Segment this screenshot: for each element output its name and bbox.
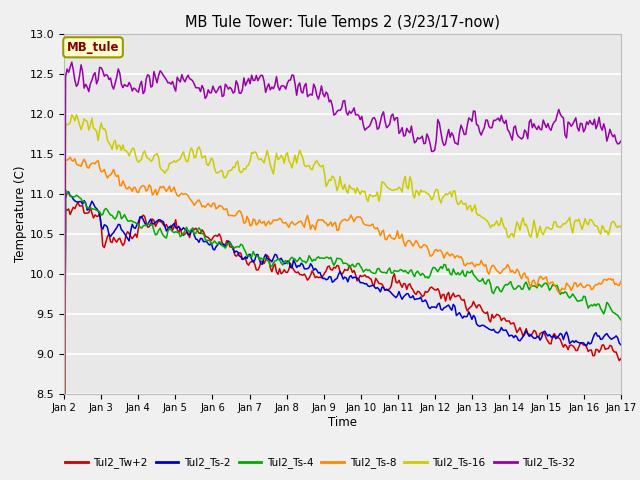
Tul2_Ts-32	[68, 59, 76, 65]
Line: Tul2_Ts-2: Tul2_Ts-2	[64, 192, 621, 480]
Tul2_Ts-16	[617, 224, 625, 230]
Tul2_Ts-32	[255, 75, 263, 81]
Line: Tul2_Ts-16: Tul2_Ts-16	[64, 115, 621, 480]
Tul2_Ts-16	[246, 158, 254, 164]
Tul2_Ts-16	[588, 217, 595, 223]
Tul2_Ts-16	[72, 112, 80, 118]
Tul2_Ts-16	[228, 168, 236, 173]
Tul2_Ts-32	[588, 120, 595, 126]
Tul2_Ts-2	[130, 225, 138, 230]
Tul2_Ts-32	[246, 81, 254, 86]
Line: Tul2_Ts-8: Tul2_Ts-8	[64, 157, 621, 480]
Tul2_Tw+2	[617, 356, 625, 361]
Line: Tul2_Tw+2: Tul2_Tw+2	[64, 202, 621, 480]
Tul2_Ts-8	[67, 155, 74, 160]
Tul2_Ts-8	[617, 278, 625, 284]
Tul2_Ts-8	[130, 184, 138, 190]
Tul2_Ts-2	[617, 342, 625, 348]
Tul2_Ts-8	[228, 213, 236, 218]
Tul2_Ts-4	[61, 187, 69, 193]
Tul2_Ts-2	[255, 257, 263, 263]
Tul2_Ts-16	[130, 145, 138, 151]
Legend: Tul2_Tw+2, Tul2_Ts-2, Tul2_Ts-4, Tul2_Ts-8, Tul2_Ts-16, Tul2_Ts-32: Tul2_Tw+2, Tul2_Ts-2, Tul2_Ts-4, Tul2_Ts…	[61, 453, 579, 472]
Tul2_Ts-8	[246, 223, 254, 229]
Tul2_Ts-16	[305, 163, 313, 168]
X-axis label: Time: Time	[328, 416, 357, 429]
Tul2_Tw+2	[305, 276, 313, 281]
Tul2_Ts-2	[305, 264, 313, 270]
Tul2_Ts-2	[65, 189, 72, 195]
Tul2_Ts-8	[255, 217, 263, 223]
Tul2_Ts-16	[255, 157, 263, 163]
Line: Tul2_Ts-4: Tul2_Ts-4	[64, 190, 621, 480]
Tul2_Ts-32	[228, 86, 236, 92]
Tul2_Ts-32	[305, 92, 313, 98]
Tul2_Ts-32	[130, 85, 138, 91]
Tul2_Ts-4	[228, 242, 236, 248]
Tul2_Ts-2	[588, 340, 595, 346]
Tul2_Ts-8	[305, 218, 313, 224]
Y-axis label: Temperature (C): Temperature (C)	[13, 165, 27, 262]
Tul2_Tw+2	[130, 233, 138, 239]
Tul2_Ts-4	[130, 219, 138, 225]
Text: MB_tule: MB_tule	[67, 41, 119, 54]
Title: MB Tule Tower: Tule Temps 2 (3/23/17-now): MB Tule Tower: Tule Temps 2 (3/23/17-now…	[185, 15, 500, 30]
Tul2_Ts-4	[246, 253, 254, 259]
Tul2_Ts-2	[246, 252, 254, 257]
Tul2_Tw+2	[588, 347, 595, 353]
Tul2_Ts-2	[228, 242, 236, 248]
Tul2_Ts-8	[588, 287, 595, 292]
Tul2_Ts-4	[617, 317, 625, 323]
Line: Tul2_Ts-32: Tul2_Ts-32	[64, 62, 621, 480]
Tul2_Tw+2	[246, 259, 254, 265]
Tul2_Tw+2	[74, 199, 82, 205]
Tul2_Ts-4	[588, 302, 595, 308]
Tul2_Tw+2	[255, 264, 263, 270]
Tul2_Ts-4	[305, 253, 313, 259]
Tul2_Ts-32	[617, 138, 625, 144]
Tul2_Ts-4	[255, 257, 263, 263]
Tul2_Tw+2	[228, 244, 236, 250]
